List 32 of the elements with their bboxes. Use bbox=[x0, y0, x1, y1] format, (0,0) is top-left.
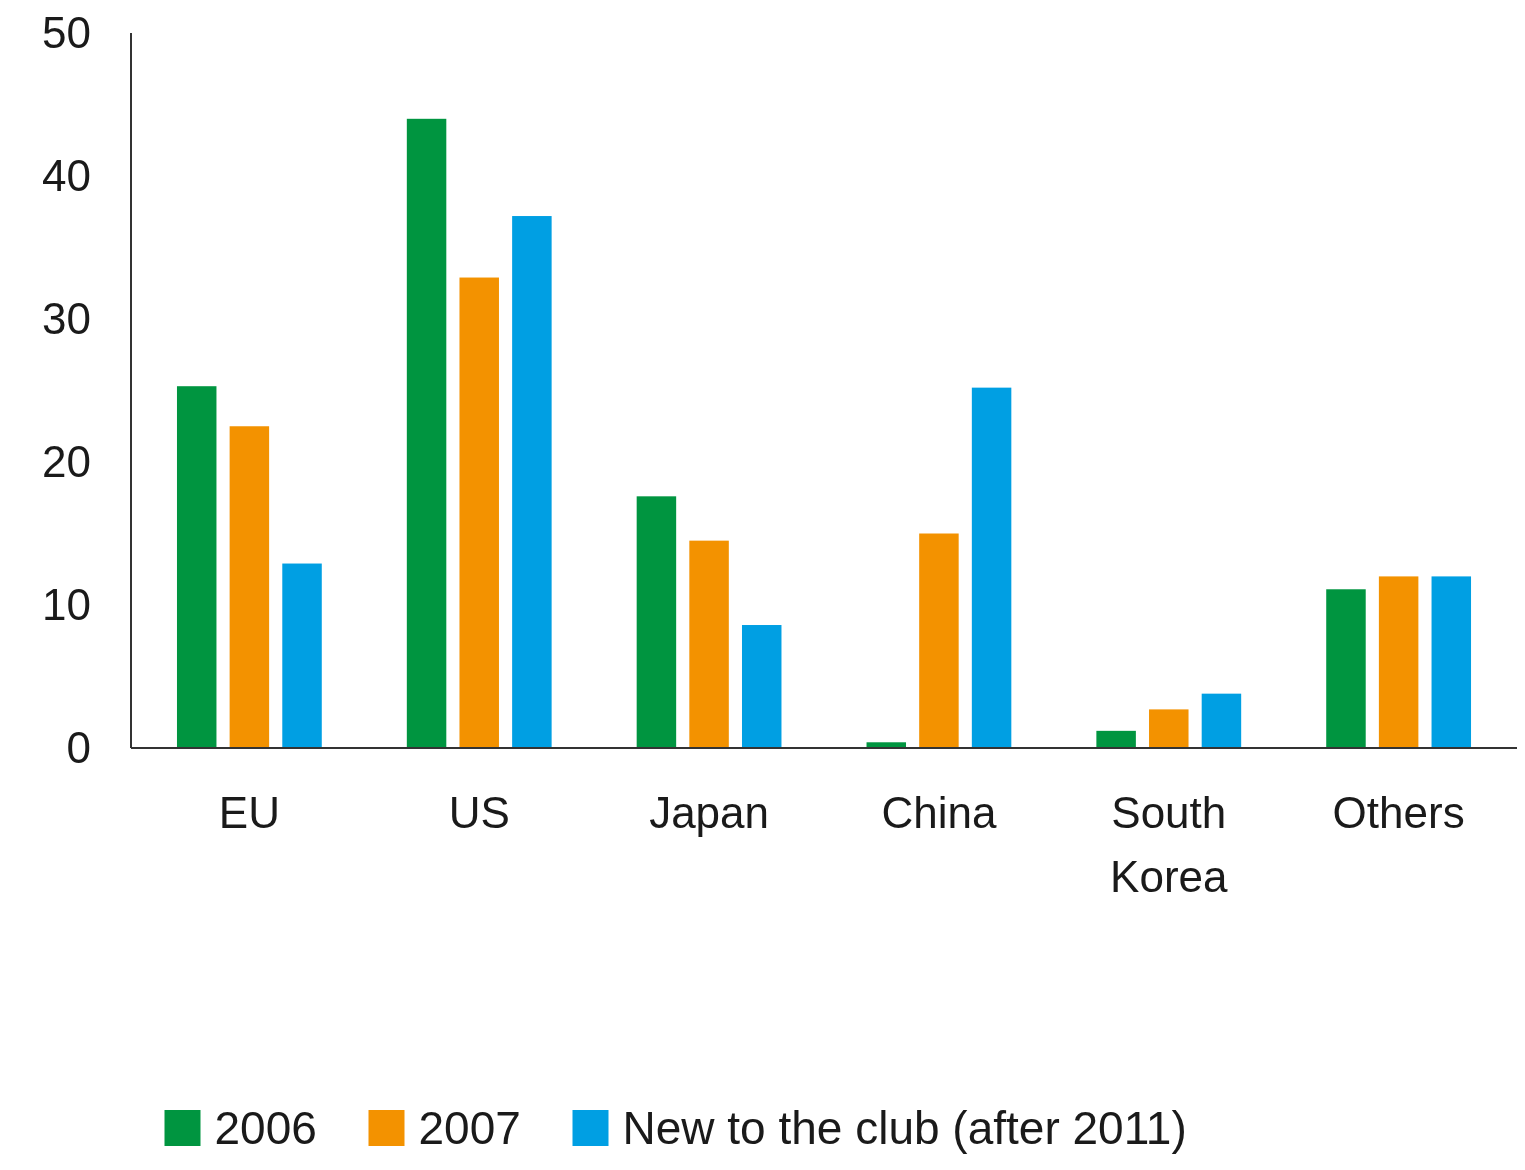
legend-label: New to the club (after 2011) bbox=[622, 1102, 1187, 1155]
x-tick-label: US bbox=[448, 788, 510, 837]
bar bbox=[1378, 576, 1419, 748]
bar bbox=[176, 386, 217, 748]
bar bbox=[971, 387, 1012, 748]
x-tick-label: China bbox=[881, 788, 997, 837]
legend-label: 2006 bbox=[214, 1102, 317, 1155]
x-tick-label: Japan bbox=[649, 788, 770, 837]
bar bbox=[689, 540, 729, 748]
bar bbox=[741, 625, 782, 748]
y-tick-label: 0 bbox=[66, 723, 91, 773]
bar bbox=[406, 118, 447, 748]
bar bbox=[636, 496, 677, 748]
x-tick-label: Others bbox=[1332, 788, 1465, 837]
bar bbox=[282, 563, 322, 748]
x-tick-label: EU bbox=[218, 788, 280, 837]
bar bbox=[1149, 709, 1189, 748]
bar bbox=[1326, 589, 1366, 748]
y-tick-label: 30 bbox=[42, 294, 91, 344]
bar bbox=[1201, 693, 1242, 748]
legend-label: 2007 bbox=[418, 1102, 521, 1155]
bar bbox=[512, 216, 552, 748]
y-tick-label: 20 bbox=[42, 437, 91, 487]
bar bbox=[1096, 730, 1136, 748]
bar bbox=[459, 277, 499, 748]
y-tick-label: 10 bbox=[42, 580, 91, 630]
y-tick-label: 40 bbox=[42, 151, 91, 201]
x-tick-label: South Korea bbox=[1110, 788, 1229, 901]
bar bbox=[919, 533, 959, 748]
y-tick-label: 50 bbox=[42, 8, 91, 58]
bar bbox=[1431, 576, 1472, 748]
bar bbox=[229, 426, 270, 748]
